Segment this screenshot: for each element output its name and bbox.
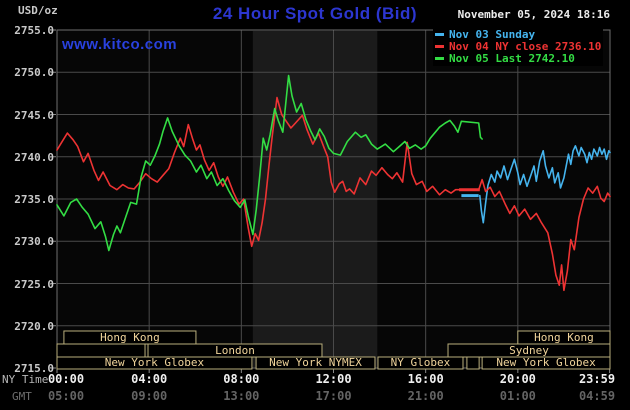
legend-label: Nov 05 Last 2742.10: [449, 51, 575, 65]
legend-row-2: Nov 05 Last 2742.10: [435, 51, 601, 65]
ny-time-label: 08:00: [223, 372, 260, 386]
session-bar-label: Sydney: [509, 344, 549, 357]
gmt-time-label: 05:00: [47, 389, 85, 403]
y-axis-label: 2725.0: [14, 277, 54, 291]
session-bar-label: New York Globex: [105, 356, 205, 369]
nov04-series-line: [56, 96, 611, 292]
gmt-time-label: 13:00: [223, 389, 260, 403]
legend-row-0: Nov 03 Sunday: [435, 27, 601, 41]
ny-time-label: 12:00: [315, 372, 352, 386]
gmt-time-label: 09:00: [131, 389, 168, 403]
session-bar-label: New York NYMEX: [269, 356, 362, 369]
legend-row-1: Nov 04 NY close 2736.10: [435, 39, 602, 53]
y-axis-label: 2755.0: [14, 24, 54, 37]
y-axis-label: 2745.0: [14, 108, 54, 122]
gmt-time-label: 04:59: [578, 389, 616, 403]
y-axis-label: 2730.0: [14, 235, 54, 249]
ny-time-label: 23:59: [578, 372, 616, 386]
gmt-time-label: 17:00: [315, 389, 352, 403]
nov05-series-line: [56, 74, 483, 252]
legend-dash-icon: [435, 44, 444, 48]
y-axis-label: 2740.0: [14, 150, 54, 164]
session-bar-new-york-nymex: [255, 356, 376, 370]
session-bar-label: Hong Kong: [100, 331, 160, 344]
y-axis-label: 2735.0: [14, 193, 54, 206]
legend-label: Nov 04 NY close 2736.10: [449, 39, 602, 53]
session-bar: [466, 356, 480, 370]
units-label: USD/oz: [18, 4, 58, 17]
ny-time-row-label: NY Time: [2, 373, 49, 386]
ny-time-label: 00:00: [47, 372, 85, 386]
session-bar-label: London: [215, 344, 255, 357]
page-title: 24 Hour Spot Gold (Bid): [212, 4, 418, 23]
session-bar-label: NY Globex: [391, 356, 451, 369]
session-bar-new-york-globex: [56, 356, 253, 370]
ny-time-label: 04:00: [131, 372, 168, 386]
gmt-row-label: GMT: [12, 390, 32, 403]
legend-dash-icon: [435, 56, 444, 60]
legend-dash-icon: [435, 32, 444, 36]
gmt-time-label: 21:00: [407, 389, 444, 403]
session-bar-ny-globex: [377, 356, 464, 370]
nov03-sunday-series-line: [478, 145, 611, 224]
session-bar-new-york-globex: [481, 356, 611, 370]
session-bar-label: Hong Kong: [534, 331, 594, 344]
ny-time-label: 20:00: [499, 372, 536, 386]
y-axis-label: 2750.0: [14, 66, 54, 80]
legend-label: Nov 03 Sunday: [449, 27, 536, 41]
ny-time-label: 16:00: [407, 372, 444, 386]
session-bar-label: New York Globex: [496, 356, 596, 369]
gmt-time-label: 01:00: [499, 389, 536, 403]
y-axis-label: 2720.0: [14, 319, 54, 333]
chart-datetime: November 05, 2024 18:16: [457, 8, 610, 21]
y-axis-label: 2715.0: [14, 362, 54, 375]
chart-legend: Nov 03 Sunday Nov 04 NY close 2736.10 Nov …: [433, 27, 604, 66]
kitco-watermark-link[interactable]: www.kitco.com: [62, 36, 178, 53]
